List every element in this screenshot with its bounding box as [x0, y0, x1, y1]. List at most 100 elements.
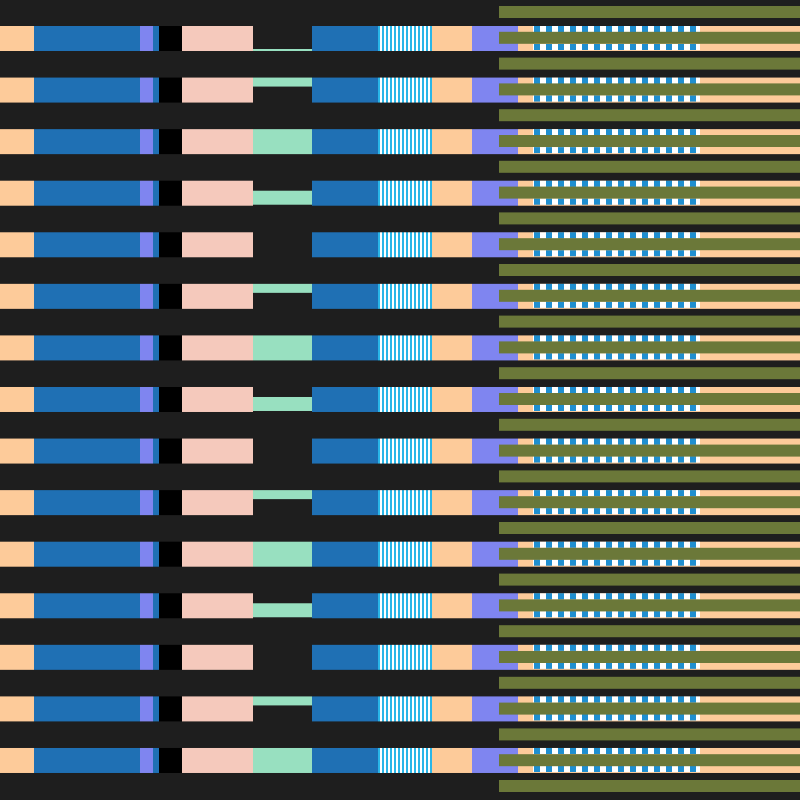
checker-strip: [533, 198, 700, 205]
olive-bar: [499, 6, 800, 18]
olive-bar: [499, 264, 800, 276]
olive-bar: [499, 341, 800, 354]
striped-block: [378, 180, 432, 206]
peach-block: [0, 386, 34, 412]
checker-strip: [533, 438, 700, 445]
olive-bar: [499, 160, 800, 173]
olive-bar: [499, 109, 800, 122]
blue-block: [153, 77, 159, 103]
blue-block: [34, 283, 140, 309]
black-block: [159, 644, 182, 670]
blue-block: [34, 180, 140, 206]
olive-bar: [499, 57, 800, 70]
checker-strip: [533, 404, 700, 411]
blue-block: [312, 77, 378, 103]
olive-bar: [499, 367, 800, 380]
peach-block: [0, 438, 34, 464]
checker-strip: [533, 147, 700, 154]
blue-block: [153, 747, 159, 773]
peach-block: [432, 386, 472, 412]
checker-strip: [533, 335, 700, 342]
checker-strip: [533, 44, 700, 50]
striped-block: [378, 696, 432, 722]
peach-block: [432, 232, 472, 258]
blue-block: [312, 283, 378, 309]
black-block: [159, 283, 182, 309]
blue-block: [153, 232, 159, 258]
blue-block: [34, 335, 140, 361]
striped-block: [378, 335, 432, 361]
lavender-block: [140, 335, 153, 361]
peach-block: [432, 747, 472, 773]
blue-block: [153, 129, 159, 155]
peach-block: [432, 541, 472, 567]
checker-strip: [533, 765, 700, 772]
peach-block: [432, 129, 472, 155]
checker-strip: [533, 644, 700, 651]
checker-strip: [533, 95, 700, 102]
checker-strip: [533, 611, 700, 618]
peach-block: [0, 283, 34, 309]
peach-block: [0, 747, 34, 773]
black-block: [159, 26, 182, 51]
peach-block: [432, 77, 472, 103]
olive-bar: [499, 754, 800, 767]
blue-block: [34, 747, 140, 773]
blue-block: [312, 129, 378, 155]
checker-strip: [533, 129, 700, 136]
pink-block: [182, 77, 253, 103]
pink-block: [182, 180, 253, 206]
blue-block: [312, 593, 378, 619]
olive-bar: [499, 212, 800, 225]
blue-block: [34, 541, 140, 567]
mint-block: [253, 49, 312, 51]
striped-block: [378, 283, 432, 309]
olive-bar: [499, 289, 800, 302]
peach-block: [0, 129, 34, 155]
lavender-block: [140, 696, 153, 722]
lavender-block: [140, 129, 153, 155]
striped-block: [378, 26, 432, 51]
mint-block: [253, 283, 312, 293]
blue-block: [34, 490, 140, 516]
blue-block: [153, 541, 159, 567]
striped-block: [378, 593, 432, 619]
olive-bar: [499, 186, 800, 199]
lavender-block: [140, 232, 153, 258]
checker-strip: [533, 714, 700, 721]
blue-block: [312, 490, 378, 516]
blue-block: [153, 283, 159, 309]
olive-bar: [499, 522, 800, 534]
pink-block: [182, 335, 253, 361]
peach-block: [0, 335, 34, 361]
pink-block: [182, 438, 253, 464]
striped-block: [378, 747, 432, 773]
black-block: [159, 232, 182, 258]
peach-block: [0, 180, 34, 206]
peach-block: [432, 593, 472, 619]
pink-block: [182, 26, 253, 51]
pink-block: [182, 232, 253, 258]
mint-block: [253, 129, 312, 155]
blue-block: [34, 438, 140, 464]
blue-block: [153, 696, 159, 722]
blue-block: [34, 26, 140, 51]
mint-block: [253, 696, 312, 706]
peach-block: [432, 283, 472, 309]
peach-block: [0, 77, 34, 103]
olive-bar: [499, 599, 800, 612]
pink-block: [182, 593, 253, 619]
blue-block: [153, 490, 159, 516]
lavender-block: [140, 490, 153, 516]
mint-block: [253, 490, 312, 500]
lavender-block: [140, 438, 153, 464]
checker-strip: [533, 662, 700, 669]
mint-block: [253, 77, 312, 87]
lavender-block: [140, 541, 153, 567]
checker-strip: [533, 301, 700, 308]
peach-block: [432, 438, 472, 464]
peach-block: [0, 541, 34, 567]
blue-block: [312, 180, 378, 206]
